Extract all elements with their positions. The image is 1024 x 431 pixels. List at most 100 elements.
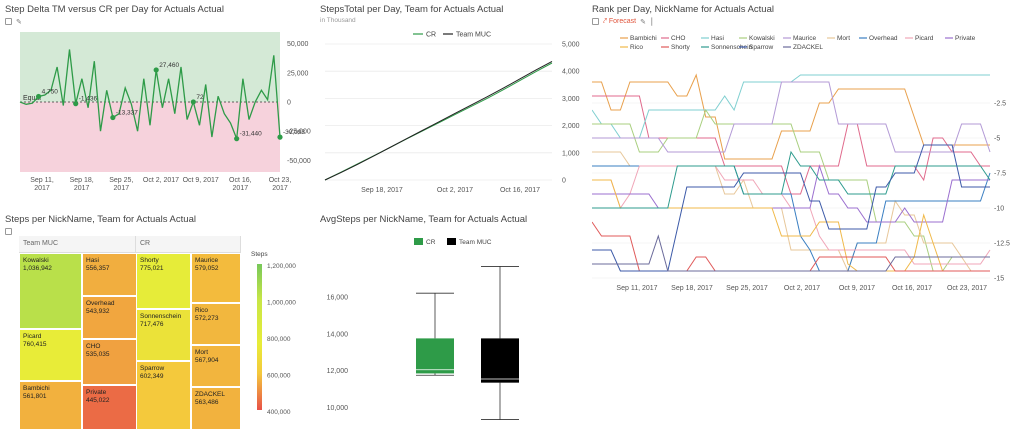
treemap-cell-value: 556,357 xyxy=(86,265,110,272)
x-tick-label: Oct 9, 2017 xyxy=(839,285,875,292)
x-tick-label: 2017 xyxy=(272,185,288,192)
treemap-cell-value: 775,021 xyxy=(140,265,164,272)
y-tick-label: -5 xyxy=(994,136,1000,143)
treemap-cell[interactable]: CHO 535,035 xyxy=(82,339,138,385)
treemap-cell-name: Hasi xyxy=(86,257,100,264)
x-tick-label: Sep 11, 2017 xyxy=(616,285,657,292)
legend-label: Shorty xyxy=(671,44,691,51)
delta-panel: Step Delta TM versus CR per Day for Actu… xyxy=(5,4,325,204)
treemap-cell[interactable]: Overhead 543,932 xyxy=(82,296,138,339)
data-point xyxy=(153,67,159,73)
data-label: 27,460 xyxy=(159,62,179,69)
legend-label: Kowalski xyxy=(749,35,775,42)
treemap-cell-name: CHO xyxy=(86,343,101,350)
treemap-cell-name: Sparrow xyxy=(140,365,165,372)
rank-title: Rank per Day, NickName for Actuals Actua… xyxy=(592,4,774,15)
legend-label: Sonnenschein xyxy=(711,44,753,51)
x-tick-label: Sep 25, xyxy=(109,177,133,184)
treemap-legend: Steps 1,200,000 1,000,000 800,000 600,000 400… xyxy=(251,251,296,416)
info-icon[interactable] xyxy=(5,228,12,235)
data-point xyxy=(277,134,283,140)
pencil-icon[interactable]: ✎ xyxy=(16,18,22,26)
treemap-cell[interactable]: Sonnenschein 717,476 xyxy=(136,309,191,361)
data-point xyxy=(73,101,79,107)
pencil-icon[interactable]: ✎ xyxy=(640,18,646,26)
legend-label: CR xyxy=(426,239,436,246)
treemap-cell-value: 561,801 xyxy=(23,393,47,400)
treemap-cell[interactable]: Picard 760,415 xyxy=(19,329,82,381)
bar-toggle-icon[interactable]: ⎮ xyxy=(650,18,654,26)
x-tick-label: Oct 2, 2017 xyxy=(784,285,820,292)
treemap-cell-value: 760,415 xyxy=(23,341,47,348)
treemap-cell[interactable]: Bambichi 561,801 xyxy=(19,381,82,430)
forecast-toggle[interactable]: ⤤ Forecast xyxy=(603,17,637,25)
treemap-cell[interactable]: Private 445,022 xyxy=(82,385,138,430)
y-tick-label: 5,000 xyxy=(562,42,580,49)
data-label: -31,440 xyxy=(240,131,262,138)
y-tick-label: -12.5 xyxy=(994,241,1010,248)
x-tick-label: Oct 23, xyxy=(269,177,292,184)
legend-bar xyxy=(257,264,262,410)
legend-tick-label: 600,000 xyxy=(267,373,291,380)
boxplot-chart: CR Team MUC 16,000 14,000 12,000 10,000 xyxy=(327,238,519,420)
data-point xyxy=(190,99,196,105)
legend-label: Picard xyxy=(915,35,934,42)
legend-label: Team MUC xyxy=(459,239,492,246)
legend-label: CHO xyxy=(671,35,685,42)
info-icon[interactable] xyxy=(592,18,599,25)
rank-series-line xyxy=(592,150,991,209)
legend-label: Maurice xyxy=(793,35,817,42)
legend-label: Bambichi xyxy=(630,35,657,42)
treemap-chart: Team MUC Kowalski 1,036,942 Picard 760,415 Ba… xyxy=(5,234,241,430)
treemap-cell[interactable]: ZDACKEL 563,486 xyxy=(191,387,241,430)
legend-label: Hasi xyxy=(711,35,724,42)
x-tick-label: Sep 18, 2017 xyxy=(671,285,713,292)
x-tick-label: Oct 16, 2017 xyxy=(892,285,932,292)
info-icon[interactable] xyxy=(5,18,12,25)
treemap-cell-value: 579,052 xyxy=(195,265,219,272)
rank-series-line xyxy=(592,74,990,139)
y-tick-label: 0 xyxy=(287,100,291,107)
treemap-cell[interactable]: Sparrow 602,349 xyxy=(136,361,191,430)
reference-label: Equal xyxy=(23,95,41,102)
legend-label: ZDACKEL xyxy=(793,44,823,51)
legend-swatch xyxy=(447,238,456,245)
data-label: 4,750 xyxy=(42,88,59,95)
treemap-cell-value: 1,036,942 xyxy=(23,265,52,272)
treemap-cell[interactable]: Rico 572,273 xyxy=(191,303,241,345)
y-tick-label: -50,000 xyxy=(287,158,311,165)
boxplot-title: AvgSteps per NickName, Team for Actuals … xyxy=(320,214,528,225)
legend-label: Private xyxy=(955,35,976,42)
delta-toolbar: ✎ xyxy=(5,17,325,26)
x-tick-label: 2017 xyxy=(34,185,50,192)
data-label: -13,337 xyxy=(116,110,138,117)
treemap-cell-value: 567,904 xyxy=(195,357,219,364)
treemap-cell-value: 572,273 xyxy=(195,315,219,322)
treemap-cell-value: 563,486 xyxy=(195,399,219,406)
y-tick-label: -15 xyxy=(994,276,1004,283)
legend-tick-label: 400,000 xyxy=(267,409,291,416)
legend-label: Overhead xyxy=(869,35,898,42)
legend-tick-label: 800,000 xyxy=(267,336,291,343)
x-tick-label: Oct 23, 2017 xyxy=(947,285,987,292)
treemap-cell[interactable]: Maurice 579,052 xyxy=(191,253,241,303)
positive-zone xyxy=(20,32,280,102)
treemap-cell-name: Maurice xyxy=(195,257,219,264)
treemap-cell[interactable]: Hasi 556,357 xyxy=(82,253,138,296)
rank-panel: Rank per Day, NickName for Actuals Actua… xyxy=(592,4,1020,294)
treemap-cell-name: Sonnenschein xyxy=(140,313,182,320)
treemap-cell[interactable]: Mort 567,904 xyxy=(191,345,241,387)
boxplot-panel: AvgSteps per NickName, Team for Actuals … xyxy=(320,214,585,430)
x-tick-label: 2017 xyxy=(233,185,249,192)
treemap-cell[interactable]: Shorty 775,021 xyxy=(136,253,191,309)
treemap-cell-name: Shorty xyxy=(140,257,159,264)
data-label: -1,436 xyxy=(79,96,98,103)
rank-series-line xyxy=(592,151,990,273)
y-tick-label: 25,000 xyxy=(287,70,309,77)
treemap-cell-value: 445,022 xyxy=(86,397,110,404)
delta-title: Step Delta TM versus CR per Day for Actu… xyxy=(5,4,224,15)
rank-series-line xyxy=(592,234,990,272)
treemap-cell[interactable]: Kowalski 1,036,942 xyxy=(19,253,82,329)
rank-toolbar: ⤤ Forecast ✎ ⎮ xyxy=(592,17,1020,26)
